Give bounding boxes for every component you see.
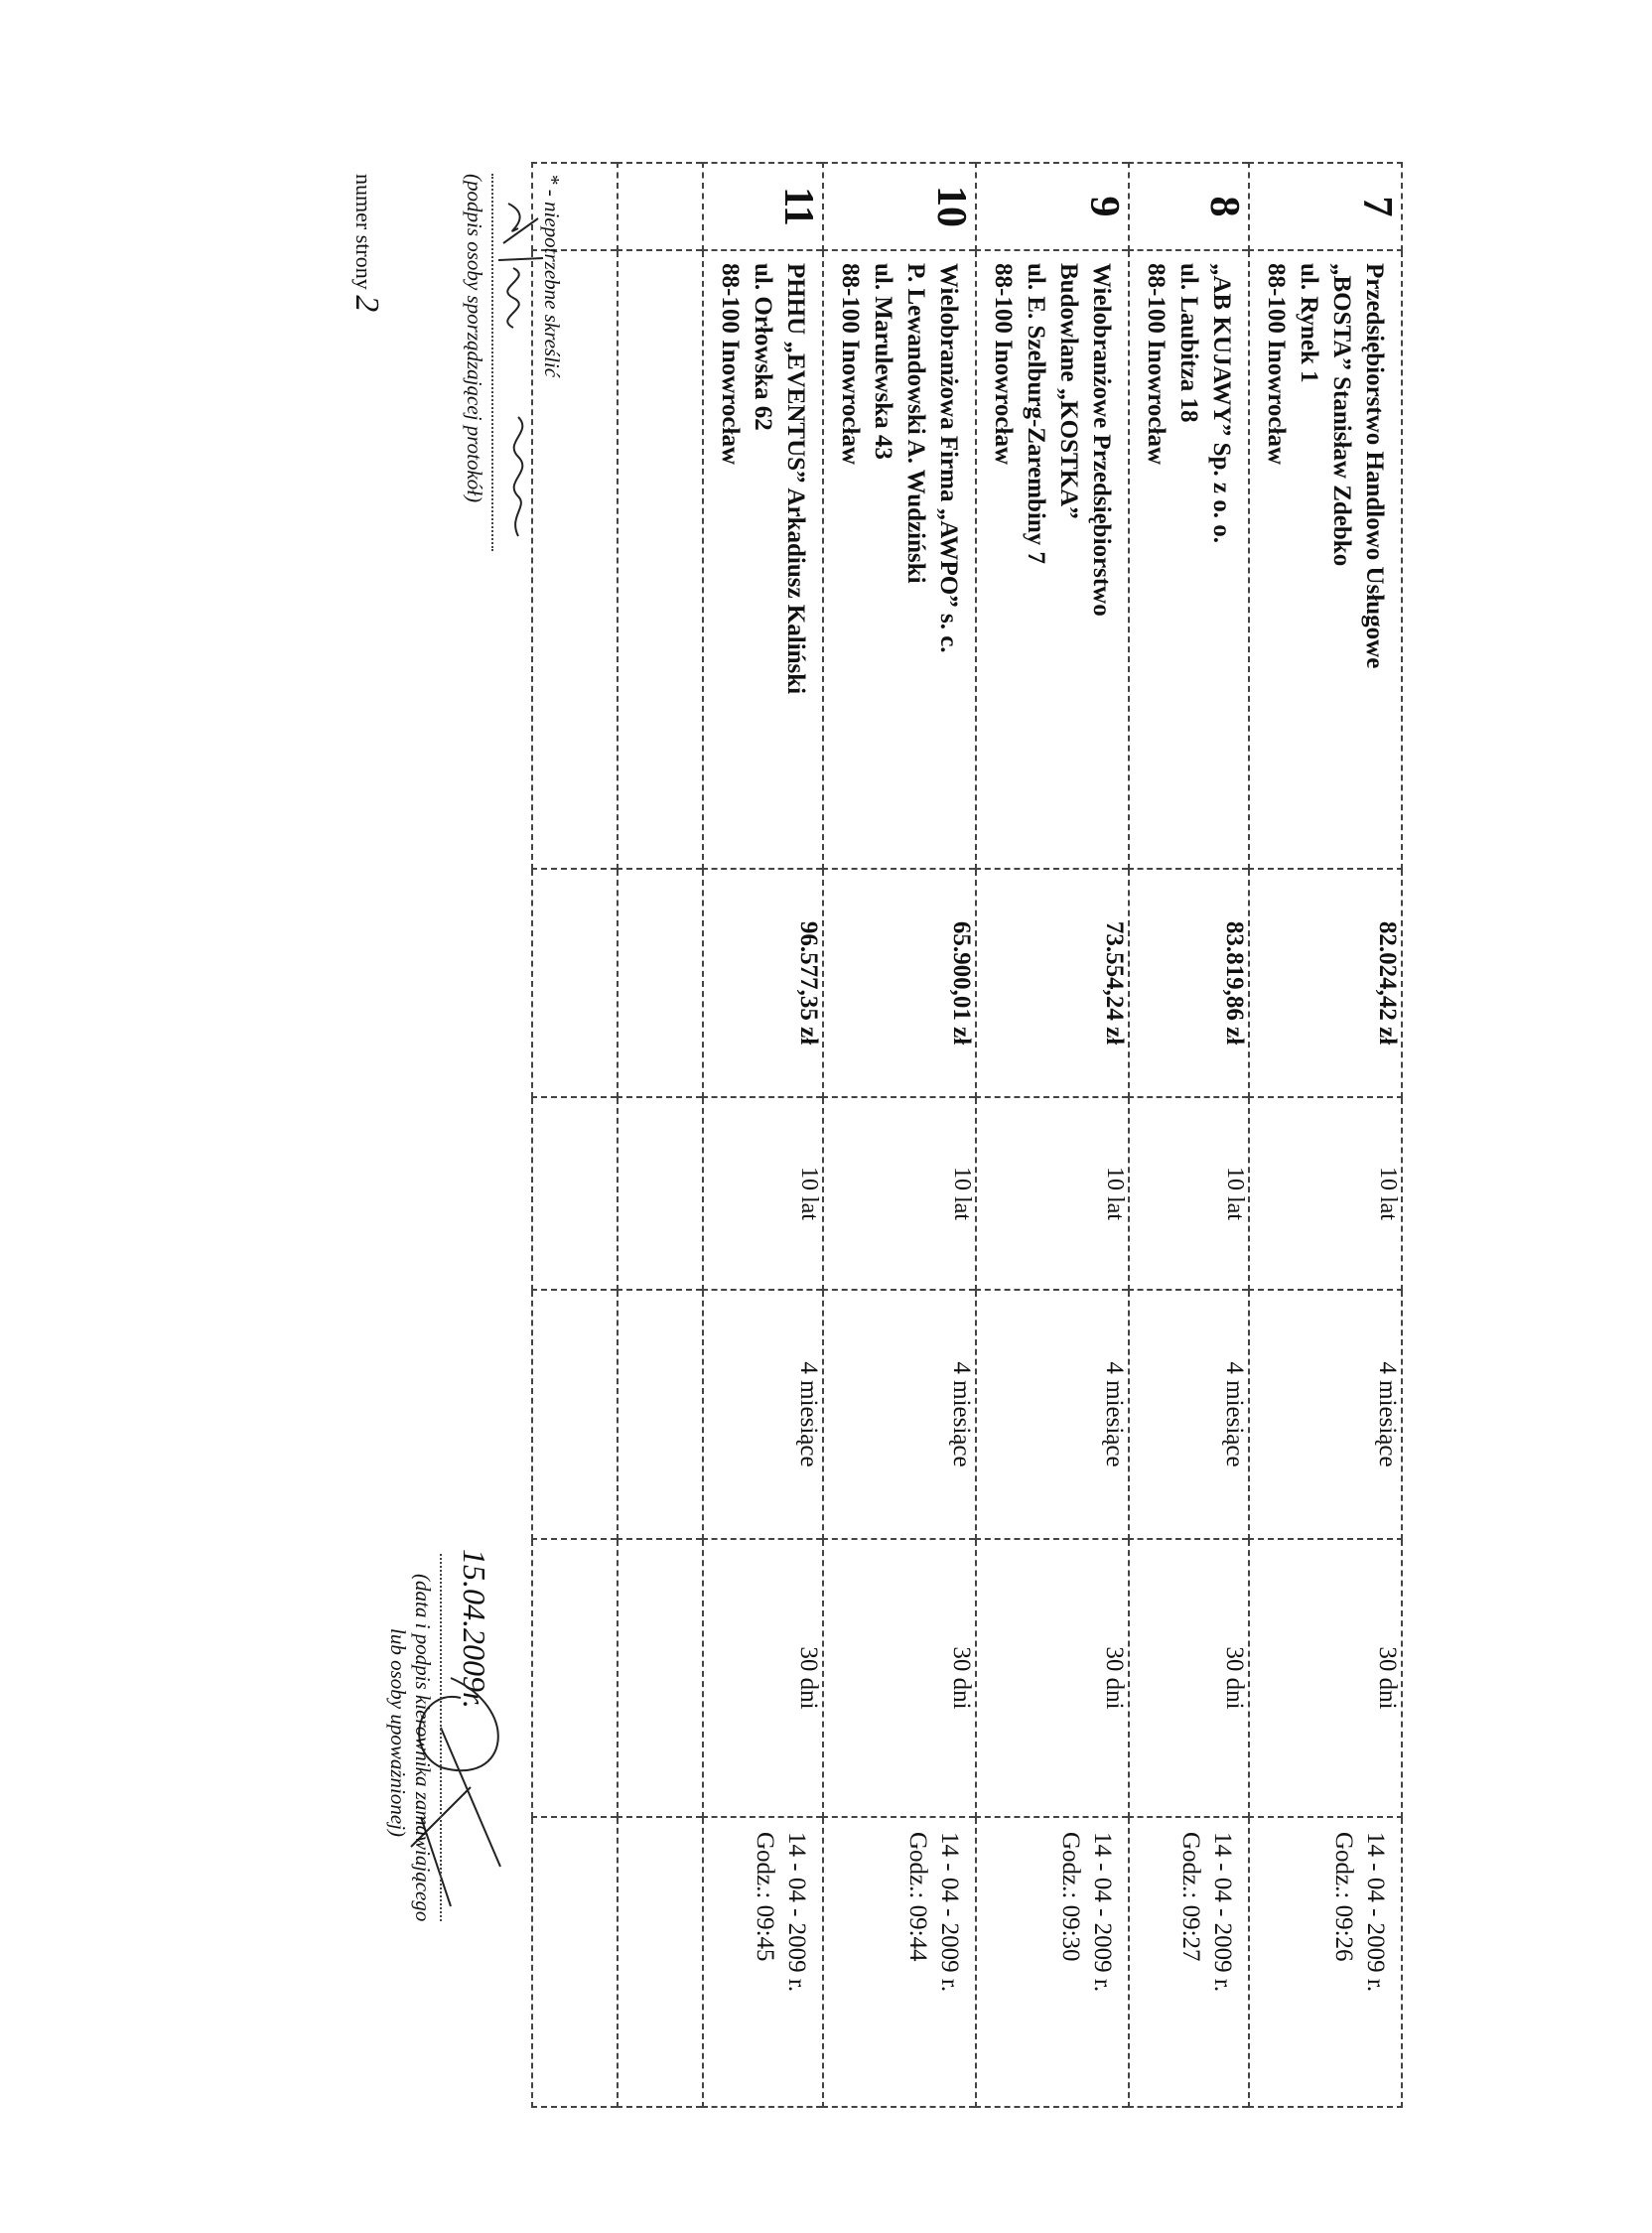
offer-price: 82.024,42 zł — [1249, 869, 1402, 1097]
table-row: 9 Wielobranżowe Przedsiębiorstwo Budowlan… — [976, 163, 1129, 2107]
row-number: 9 — [976, 163, 1129, 250]
execution-time: 4 miesiące — [703, 1290, 823, 1539]
name-line: P. Lewandowski A. Wudziński — [902, 263, 929, 584]
name-line: Wielobranżowa Firma „AWPO” s. c. — [935, 263, 962, 653]
name-line: Budowlane „KOSTKA” — [1055, 263, 1082, 519]
page-number: numer strony 2 — [348, 174, 385, 313]
warranty: 10 lat — [703, 1097, 823, 1290]
name-line: ul. Marulewska 43 — [870, 263, 896, 460]
table-row: 10 Wielobranżowa Firma „AWPO” s. c. P. Le… — [823, 163, 976, 2107]
payment-terms: 30 dni — [1129, 1539, 1249, 1817]
empty-row — [618, 163, 703, 2107]
payment-terms: 30 dni — [976, 1539, 1129, 1817]
warranty: 10 lat — [1249, 1097, 1402, 1290]
preparer-caption: (podpis osoby sporządzającej protokół) — [463, 174, 486, 503]
warranty: 10 lat — [823, 1097, 976, 1290]
table-row: 7 Przedsiębiorstwo Handlowo Usługowe „BOS… — [1249, 163, 1402, 2107]
name-line: ul. Rynek 1 — [1296, 263, 1322, 383]
preparer-signature-icon — [497, 203, 544, 537]
offer-price: 96.577,35 zł — [703, 869, 823, 1097]
name-line: „AB KUJAWY” Sp. z o. o. — [1208, 263, 1235, 543]
warranty: 10 lat — [976, 1097, 1129, 1290]
table-row: 11 PHHU „EVENTUS” Arkadiusz Kaliński ul. … — [703, 163, 823, 2107]
offer-price: 73.554,24 zł — [976, 869, 1129, 1097]
execution-time: 4 miesiące — [976, 1290, 1129, 1539]
name-line: ul. E. Szelburg-Zarembiny 7 — [1023, 263, 1049, 565]
offer-price: 83.819,86 zł — [1129, 869, 1249, 1097]
name-line: 88-100 Inowrocław — [1143, 263, 1170, 466]
submission-date: 14 - 04 - 2009 r. Godz.: 09:45 — [703, 1817, 823, 2107]
contractor-name: Wielobranżowe Przedsiębiorstwo Budowlane … — [976, 250, 1129, 869]
name-line: ul. Orłowska 62 — [750, 263, 776, 431]
name-line: „BOSTA” Stanisław Zdebko — [1328, 263, 1355, 567]
submission-date: 14 - 04 - 2009 r. Godz.: 09:27 — [1129, 1817, 1249, 2107]
submission-date: 14 - 04 - 2009 r. Godz.: 09:44 — [823, 1817, 976, 2107]
execution-time: 4 miesiące — [1249, 1290, 1402, 1539]
payment-terms: 30 dni — [823, 1539, 976, 1817]
offer-price: 65.900,01 zł — [823, 869, 976, 1097]
name-line: 88-100 Inowrocław — [717, 263, 744, 466]
table-row: 8 „AB KUJAWY” Sp. z o. o. ul. Laubitza 18… — [1129, 163, 1249, 2107]
execution-time: 4 miesiące — [1129, 1290, 1249, 1539]
contractor-name: Wielobranżowa Firma „AWPO” s. c. P. Lewan… — [823, 250, 976, 869]
submission-date: 14 - 04 - 2009 r. Godz.: 09:30 — [976, 1817, 1129, 2107]
execution-time: 4 miesiące — [823, 1290, 976, 1539]
contractor-name: „AB KUJAWY” Sp. z o. o. ul. Laubitza 18 88… — [1129, 250, 1249, 869]
offers-table: 7 Przedsiębiorstwo Handlowo Usługowe „BOS… — [531, 162, 1403, 2108]
manager-signature-line — [440, 1554, 442, 1921]
name-line: Przedsiębiorstwo Handlowo Usługowe — [1361, 263, 1388, 669]
warranty: 10 lat — [1129, 1097, 1249, 1290]
contractor-name: PHHU „EVENTUS” Arkadiusz Kaliński ul. Orł… — [703, 250, 823, 869]
name-line: 88-100 Inowrocław — [1263, 263, 1290, 466]
contractor-name: Przedsiębiorstwo Handlowo Usługowe „BOSTA… — [1249, 250, 1402, 869]
submission-date: 14 - 04 - 2009 r. Godz.: 09:26 — [1249, 1817, 1402, 2107]
name-line: ul. Laubitza 18 — [1175, 263, 1202, 423]
manager-signature-icon — [410, 1677, 501, 1907]
signature-line — [491, 174, 493, 551]
row-number: 11 — [703, 163, 823, 250]
row-number: 7 — [1249, 163, 1402, 250]
manager-caption-1: (data i podpis kierownika zamawiającego — [411, 1574, 435, 1922]
payment-terms: 30 dni — [703, 1539, 823, 1817]
row-number: 8 — [1129, 163, 1249, 250]
name-line: 88-100 Inowrocław — [990, 263, 1017, 466]
name-line: Wielobranżowe Przedsiębiorstwo — [1088, 263, 1115, 617]
payment-terms: 30 dni — [1249, 1539, 1402, 1817]
name-line: 88-100 Inowrocław — [837, 263, 864, 466]
row-number: 10 — [823, 163, 976, 250]
name-line: PHHU „EVENTUS” Arkadiusz Kaliński — [782, 263, 809, 695]
manager-caption-2: lub osoby upoważnionej) — [386, 1628, 410, 1837]
